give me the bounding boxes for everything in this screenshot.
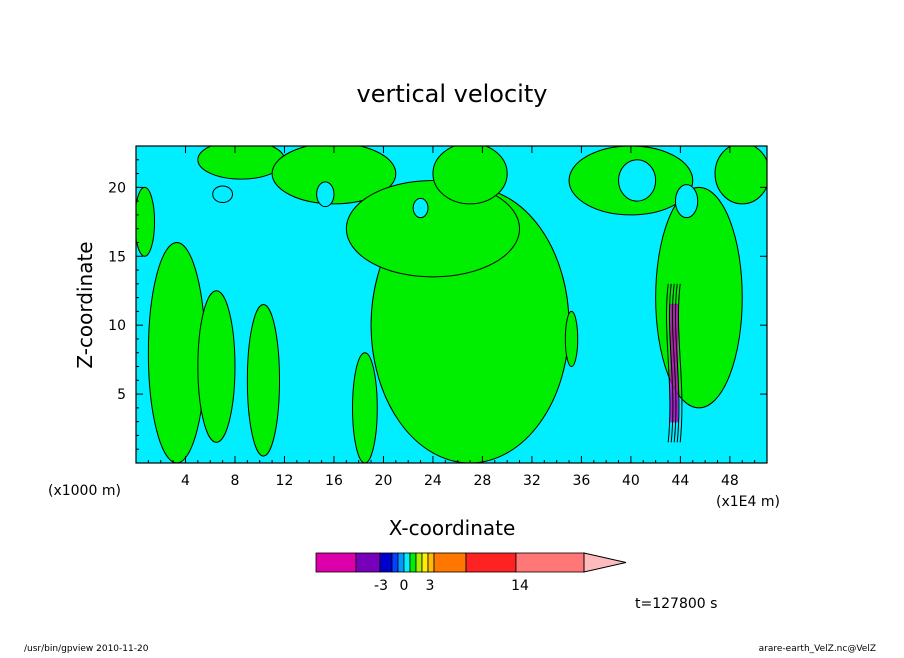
time-label: t=127800 s bbox=[635, 596, 717, 612]
core-contour-line bbox=[671, 283, 677, 443]
y-tick-label: 10 bbox=[108, 318, 126, 334]
colorbar-segment bbox=[515, 552, 585, 573]
y-tick-label: 15 bbox=[108, 249, 126, 265]
colorbar-segment bbox=[379, 552, 393, 573]
colorbar-label: 14 bbox=[511, 578, 529, 594]
y-axis-ticks: 5 10 15 20 bbox=[108, 159, 767, 450]
x-tick-label: 32 bbox=[523, 473, 541, 489]
x-tick-label: 20 bbox=[375, 473, 393, 489]
plot-frame bbox=[135, 145, 768, 464]
colorbar-label: 0 bbox=[400, 578, 409, 594]
x-tick-label: 36 bbox=[572, 473, 590, 489]
colorbar: -3 0 3 14 bbox=[315, 552, 627, 594]
core-contour-line bbox=[665, 283, 671, 443]
colorbar-segment bbox=[315, 552, 357, 573]
contour-layer bbox=[136, 146, 767, 463]
plot-area bbox=[135, 145, 768, 464]
x-axis-title: X-coordinate bbox=[389, 516, 516, 540]
colorbar-label: -3 bbox=[374, 578, 388, 594]
colorbar-segment bbox=[397, 552, 405, 573]
x-tick-label: 8 bbox=[231, 473, 240, 489]
colorbar-segment bbox=[415, 552, 423, 573]
colorbar-segment bbox=[421, 552, 429, 573]
colorbar-label: 3 bbox=[426, 578, 435, 594]
downdraft-hole bbox=[674, 184, 699, 219]
x-unit-left: (x1000 m) bbox=[48, 483, 121, 499]
colorbar-arrow bbox=[583, 552, 627, 573]
colorbar-segment bbox=[433, 552, 467, 573]
downdraft-hole bbox=[316, 181, 335, 208]
updraft-region bbox=[352, 352, 378, 463]
updraft-region bbox=[147, 242, 206, 463]
x-unit-right: (x1E4 m) bbox=[716, 494, 780, 510]
x-tick-label: 40 bbox=[622, 473, 640, 489]
footer-left: /usr/bin/gpview 2010-11-20 bbox=[24, 644, 149, 654]
downdraft-hole bbox=[412, 197, 429, 219]
chart-title: vertical velocity bbox=[357, 80, 548, 108]
downdraft-hole bbox=[618, 159, 657, 202]
colorbar-segment bbox=[427, 552, 435, 573]
footer-right: arare-earth_VelZ.nc@VelZ bbox=[759, 644, 876, 654]
colorbar-segment bbox=[409, 552, 417, 573]
core-contour-line bbox=[674, 283, 680, 443]
updraft-region bbox=[714, 146, 767, 205]
core-contour-line bbox=[677, 283, 683, 443]
colorbar-segment bbox=[355, 552, 381, 573]
colorbar-segment bbox=[391, 552, 399, 573]
y-tick-label: 20 bbox=[108, 180, 126, 196]
updraft-region bbox=[271, 146, 397, 205]
updraft-region bbox=[136, 186, 156, 257]
updraft-region bbox=[197, 290, 236, 443]
colorbar-segment bbox=[465, 552, 517, 573]
x-tick-label: 24 bbox=[424, 473, 442, 489]
x-tick-label: 12 bbox=[276, 473, 294, 489]
x-axis-ticks: 4 8 12 16 20 24 28 32 36 40 44 48 bbox=[147, 146, 756, 489]
updraft-region bbox=[246, 304, 281, 457]
core-contour-line bbox=[668, 283, 674, 443]
colorbar-segment bbox=[403, 552, 411, 573]
updraft-region bbox=[564, 310, 579, 368]
x-tick-label: 44 bbox=[671, 473, 689, 489]
x-tick-label: 4 bbox=[181, 473, 190, 489]
x-tick-label: 16 bbox=[325, 473, 343, 489]
downdraft-hole bbox=[212, 185, 234, 204]
updraft-region bbox=[432, 146, 508, 205]
y-tick-label: 5 bbox=[117, 387, 126, 403]
updraft-region bbox=[345, 179, 521, 278]
x-tick-label: 48 bbox=[721, 473, 739, 489]
y-axis-title: Z-coordinate bbox=[73, 241, 97, 368]
x-tick-label: 28 bbox=[474, 473, 492, 489]
